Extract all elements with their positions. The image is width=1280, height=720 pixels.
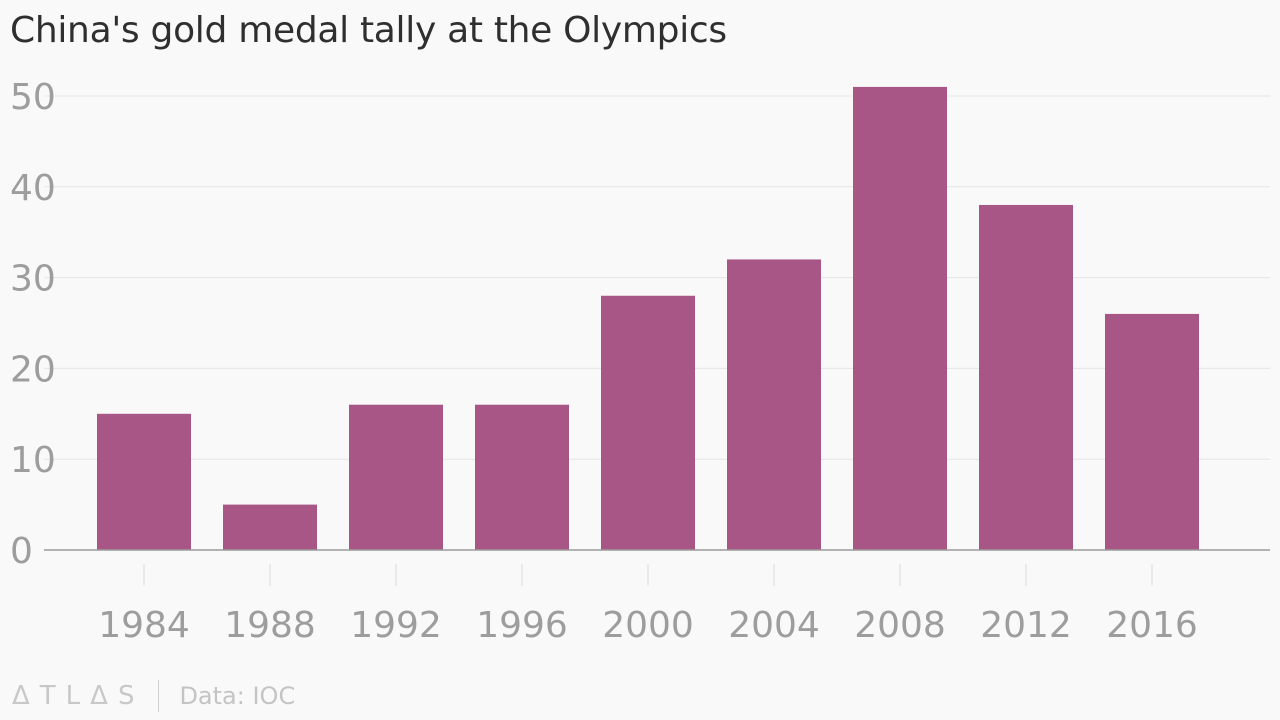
y-tick-label: 50: [10, 77, 56, 118]
x-tick-label: 1996: [476, 605, 568, 646]
y-tick-label: 10: [10, 440, 56, 481]
bar-2012: [979, 204, 1073, 550]
axes: 0 10 20 30 40 50 1984 1988 1992 1996 2000 2004 2008 2…: [10, 77, 1270, 646]
bar-2004: [727, 259, 821, 550]
chart-title: China's gold medal tally at the Olympics: [10, 10, 727, 51]
x-tick-label: 2008: [854, 605, 946, 646]
bar-1984: [97, 413, 191, 550]
x-tick-label: 1984: [98, 605, 190, 646]
x-tick-label: 2016: [1106, 605, 1198, 646]
footer-separator: [158, 680, 160, 712]
x-tick-label: 2000: [602, 605, 694, 646]
atlas-logo: ΔTLΔS: [12, 681, 145, 711]
x-tick-label: 2004: [728, 605, 820, 646]
bar-2008: [853, 86, 947, 551]
x-tick-label: 1988: [224, 605, 316, 646]
bars: [97, 86, 1199, 551]
bar-2016: [1105, 313, 1199, 550]
bar-2000: [601, 295, 695, 550]
bar-1988: [223, 504, 317, 550]
y-tick-label: 40: [10, 168, 56, 209]
bar-1996: [475, 404, 569, 550]
y-tick-label: 30: [10, 259, 56, 300]
x-tick-label: 2012: [980, 605, 1072, 646]
y-tick-label: 0: [10, 531, 33, 572]
footer: ΔTLΔS Data: IOC: [12, 678, 295, 714]
x-tick-label: 1992: [350, 605, 442, 646]
data-source: Data: IOC: [179, 682, 296, 710]
y-tick-label: 20: [10, 349, 56, 390]
bar-1992: [349, 404, 443, 550]
